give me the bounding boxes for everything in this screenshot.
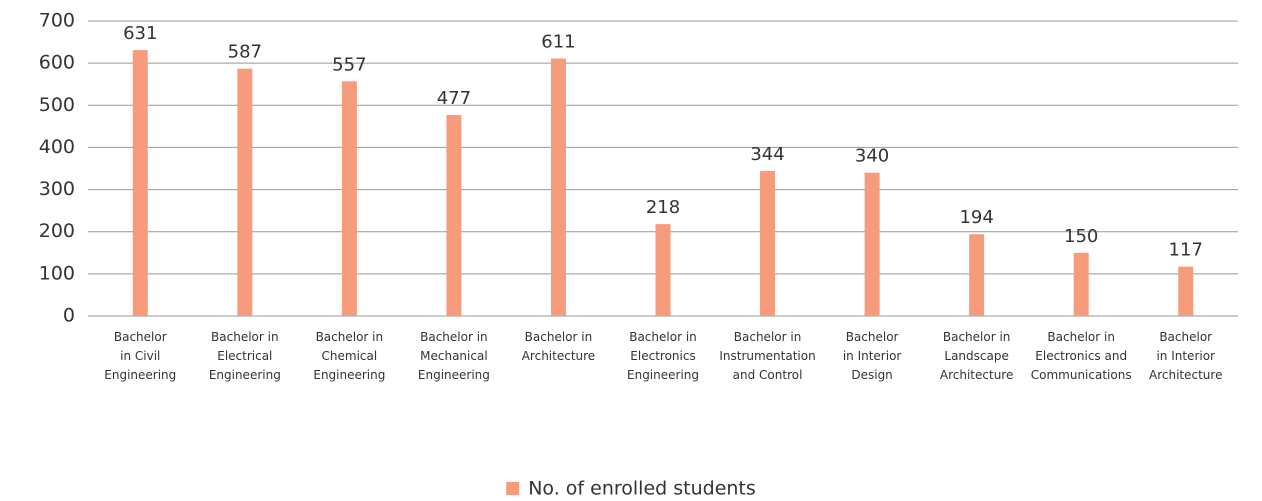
x-tick-line: in Civil bbox=[120, 349, 160, 363]
x-tick-line: Chemical bbox=[322, 349, 378, 363]
x-tick-label: Bachelor in Electrical Engineering bbox=[209, 330, 281, 382]
bar bbox=[864, 172, 880, 316]
x-tick-line: Bachelor in bbox=[1047, 330, 1115, 344]
x-tick-line: Bachelor in bbox=[211, 330, 279, 344]
x-tick-label: Bachelor in Mechanical Engineering bbox=[418, 330, 490, 382]
value-label: 340 bbox=[855, 146, 889, 167]
value-label: 477 bbox=[437, 88, 471, 109]
value-label: 557 bbox=[332, 54, 366, 75]
value-label: 194 bbox=[959, 207, 993, 228]
x-tick-line: Bachelor bbox=[1159, 330, 1212, 344]
bar bbox=[550, 58, 566, 316]
x-tick-line: Bachelor in bbox=[316, 330, 384, 344]
x-tick-label: Bachelor in Interior Design bbox=[843, 330, 902, 382]
x-tick-label: Bachelor in Electronics Engineering bbox=[627, 330, 699, 382]
bar bbox=[1178, 266, 1194, 316]
y-tick-label: 700 bbox=[39, 10, 75, 32]
x-tick-line: in Interior bbox=[1156, 349, 1215, 363]
x-tick-line: Electronics bbox=[630, 349, 695, 363]
x-tick-line: Architecture bbox=[522, 349, 595, 363]
bar bbox=[341, 81, 357, 316]
y-tick-label: 400 bbox=[39, 136, 75, 158]
x-tick-line: and Control bbox=[733, 368, 803, 382]
y-tick-label: 600 bbox=[39, 52, 75, 74]
y-tick-label: 200 bbox=[39, 220, 75, 242]
bar bbox=[132, 50, 148, 316]
x-tick-line: Architecture bbox=[940, 368, 1013, 382]
x-tick-line: Electronics and bbox=[1035, 349, 1127, 363]
value-label: 611 bbox=[541, 32, 575, 53]
bar bbox=[760, 171, 776, 316]
bar bbox=[655, 224, 671, 316]
x-tick-label: Bachelor in Civil Engineering bbox=[104, 330, 176, 382]
y-tick-label: 0 bbox=[63, 305, 75, 327]
x-tick-line: Bachelor in bbox=[734, 330, 802, 344]
legend-swatch bbox=[506, 482, 520, 495]
y-tick-label: 100 bbox=[39, 262, 75, 284]
legend: No. of enrolled students bbox=[506, 478, 756, 500]
x-tick-label: Bachelor in Architecture bbox=[522, 330, 595, 363]
x-tick-line: Engineering bbox=[418, 368, 490, 382]
x-tick-label: Bachelor in Interior Architecture bbox=[1149, 330, 1222, 382]
x-tick-line: Mechanical bbox=[420, 349, 488, 363]
x-tick-line: Landscape bbox=[944, 349, 1008, 363]
x-tick-line: Architecture bbox=[1149, 368, 1222, 382]
x-tick-label: Bachelor in Instrumentation and Control bbox=[719, 330, 815, 382]
x-tick-line: Electrical bbox=[217, 349, 272, 363]
x-tick-line: Engineering bbox=[209, 368, 281, 382]
x-tick-label: Bachelor in Chemical Engineering bbox=[313, 330, 385, 382]
value-label: 631 bbox=[123, 23, 157, 44]
bar bbox=[237, 68, 253, 316]
x-tick-line: Bachelor bbox=[114, 330, 167, 344]
value-label: 218 bbox=[646, 197, 680, 218]
value-label: 117 bbox=[1169, 240, 1203, 261]
y-tick-label: 300 bbox=[39, 178, 75, 200]
x-tick-line: Bachelor in bbox=[420, 330, 488, 344]
bar bbox=[969, 234, 985, 316]
x-tick-line: Bachelor in bbox=[943, 330, 1011, 344]
value-label: 344 bbox=[750, 144, 784, 165]
x-tick-line: Engineering bbox=[627, 368, 699, 382]
x-tick-line: Bachelor in bbox=[525, 330, 593, 344]
x-tick-label: Bachelor in Landscape Architecture bbox=[940, 330, 1013, 382]
x-tick-line: Design bbox=[851, 368, 892, 382]
x-tick-line: Instrumentation bbox=[719, 349, 815, 363]
x-tick-line: Engineering bbox=[104, 368, 176, 382]
bar bbox=[446, 114, 462, 316]
x-tick-label: Bachelor in Electronics and Communications bbox=[1031, 330, 1132, 382]
x-tick-line: in Interior bbox=[843, 349, 902, 363]
x-tick-line: Bachelor in bbox=[629, 330, 697, 344]
x-tick-line: Communications bbox=[1031, 368, 1132, 382]
value-label: 587 bbox=[228, 42, 262, 63]
value-label: 150 bbox=[1064, 226, 1098, 247]
x-tick-line: Bachelor bbox=[846, 330, 899, 344]
legend-label: No. of enrolled students bbox=[528, 478, 756, 500]
x-tick-line: Engineering bbox=[313, 368, 385, 382]
y-tick-label: 500 bbox=[39, 94, 75, 116]
bar bbox=[1073, 252, 1089, 316]
